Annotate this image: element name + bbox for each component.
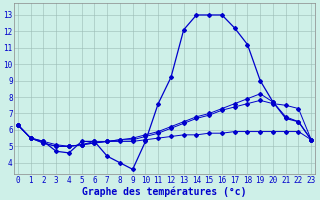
X-axis label: Graphe des températures (°c): Graphe des températures (°c) bbox=[82, 186, 247, 197]
